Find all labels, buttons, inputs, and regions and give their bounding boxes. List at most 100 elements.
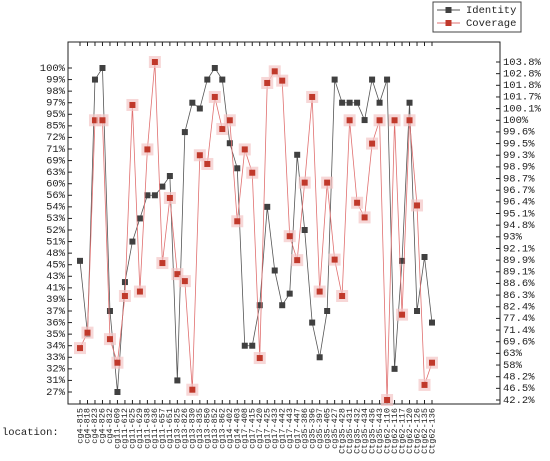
marker xyxy=(414,308,421,314)
x-tick-label: cg17-442 xyxy=(277,408,287,449)
x-tick-label: Ctg35-443 xyxy=(375,408,385,454)
y-tick-label: 34% xyxy=(46,340,66,352)
marker xyxy=(414,202,421,209)
y2-tick-label: 95.1% xyxy=(503,208,535,220)
marker xyxy=(136,288,143,295)
marker xyxy=(196,152,203,159)
y-tick-label: 100% xyxy=(40,63,66,75)
x-tick-label: Ctg35-431 xyxy=(345,408,355,454)
y2-tick-label: 96.4% xyxy=(503,197,535,209)
marker xyxy=(144,146,151,153)
y-tick-label: 48% xyxy=(46,248,66,260)
x-tick-label: cg4-826 xyxy=(98,408,108,444)
marker xyxy=(391,365,398,372)
y2-tick-label: 46.5% xyxy=(503,383,535,395)
marker xyxy=(241,342,248,349)
marker xyxy=(204,160,211,167)
marker xyxy=(324,179,331,186)
marker xyxy=(99,65,106,71)
x-tick-label: cg17-443 xyxy=(285,408,295,449)
y2-tick-label: 58% xyxy=(503,360,523,372)
x-tick-label: cg11-625 xyxy=(128,408,138,449)
marker xyxy=(166,194,173,201)
x-tick-label: Ctg35-432 xyxy=(352,408,362,454)
marker xyxy=(204,76,211,83)
marker xyxy=(301,179,308,186)
marker xyxy=(346,117,353,124)
marker xyxy=(106,336,113,343)
y2-tick-label: 71.4% xyxy=(503,325,535,337)
x-tick-label: Ctg62-120 xyxy=(405,408,415,454)
x-tick-label: cg35-397 xyxy=(315,408,325,449)
y2-tick-label: 63% xyxy=(503,348,523,360)
y-tick-label: 32% xyxy=(46,364,66,376)
y-tick-label: 51% xyxy=(46,236,66,248)
x-tick-label: cg17-433 xyxy=(270,408,280,449)
x-tick-label: cg13-850 xyxy=(203,408,213,449)
y2-tick-label: 101.7% xyxy=(503,92,542,104)
y2-tick-label: 42.2% xyxy=(503,395,535,407)
marker xyxy=(279,77,286,84)
x-tick-label: cg13-835 xyxy=(195,408,205,449)
marker xyxy=(256,355,263,362)
marker xyxy=(399,311,406,318)
x-tick-label: cg17-447 xyxy=(292,408,302,449)
marker xyxy=(129,101,136,108)
marker xyxy=(166,173,173,179)
y2-tick-label: 96.7% xyxy=(503,185,535,197)
marker xyxy=(421,381,428,388)
y2-tick-label: 82.4% xyxy=(503,302,535,314)
x-tick-label: cg11-651 xyxy=(165,408,175,449)
marker xyxy=(174,271,181,278)
marker xyxy=(339,99,346,106)
y2-tick-label: 99.5% xyxy=(503,138,535,150)
marker xyxy=(294,257,301,264)
x-tick-label: cg11-629 xyxy=(135,408,145,449)
y-tick-label: 31% xyxy=(46,375,66,387)
marker xyxy=(361,214,368,221)
marker xyxy=(144,192,151,199)
marker xyxy=(159,183,166,190)
marker xyxy=(114,389,121,395)
marker xyxy=(279,302,286,309)
y2-tick-label: 103.8% xyxy=(503,57,542,69)
marker xyxy=(301,227,308,233)
marker xyxy=(84,329,91,336)
x-tick-label: cg35-427 xyxy=(330,408,340,449)
marker xyxy=(264,203,271,210)
marker xyxy=(151,192,158,199)
marker xyxy=(271,68,278,75)
marker xyxy=(226,117,233,124)
y2-tick-label: 102.8% xyxy=(503,68,542,80)
x-tick-label: cg11-657 xyxy=(158,408,168,449)
marker xyxy=(354,199,361,206)
marker xyxy=(286,233,293,240)
y-tick-label: 85% xyxy=(46,121,66,133)
y-tick-label: 37% xyxy=(46,306,66,318)
y2-tick-label: 89.1% xyxy=(503,267,535,279)
x-tick-label: cg17-408 xyxy=(240,408,250,449)
y-tick-label: 60% xyxy=(46,178,66,190)
marker xyxy=(114,359,121,366)
marker xyxy=(211,93,218,100)
marker xyxy=(136,215,143,222)
x-tick-label: cg13-862 xyxy=(218,408,228,449)
x-tick-label: cg35-396 xyxy=(307,408,317,449)
marker xyxy=(256,302,263,309)
y-tick-label: 33% xyxy=(46,352,66,364)
x-tick-label: Ctg62-126 xyxy=(412,408,422,454)
y2-tick-label: 94.8% xyxy=(503,220,535,232)
x-tick-label: Ctg62-136 xyxy=(427,408,437,454)
marker xyxy=(294,151,301,158)
marker xyxy=(331,256,338,263)
marker xyxy=(309,319,316,326)
marker xyxy=(99,117,106,124)
x-tick-label: cg13-852 xyxy=(210,408,220,449)
marker xyxy=(121,293,128,299)
marker xyxy=(234,165,241,172)
marker xyxy=(376,117,383,124)
y-tick-label: 95% xyxy=(46,109,66,121)
marker xyxy=(346,99,353,106)
y2-tick-label: 99.3% xyxy=(503,150,535,162)
